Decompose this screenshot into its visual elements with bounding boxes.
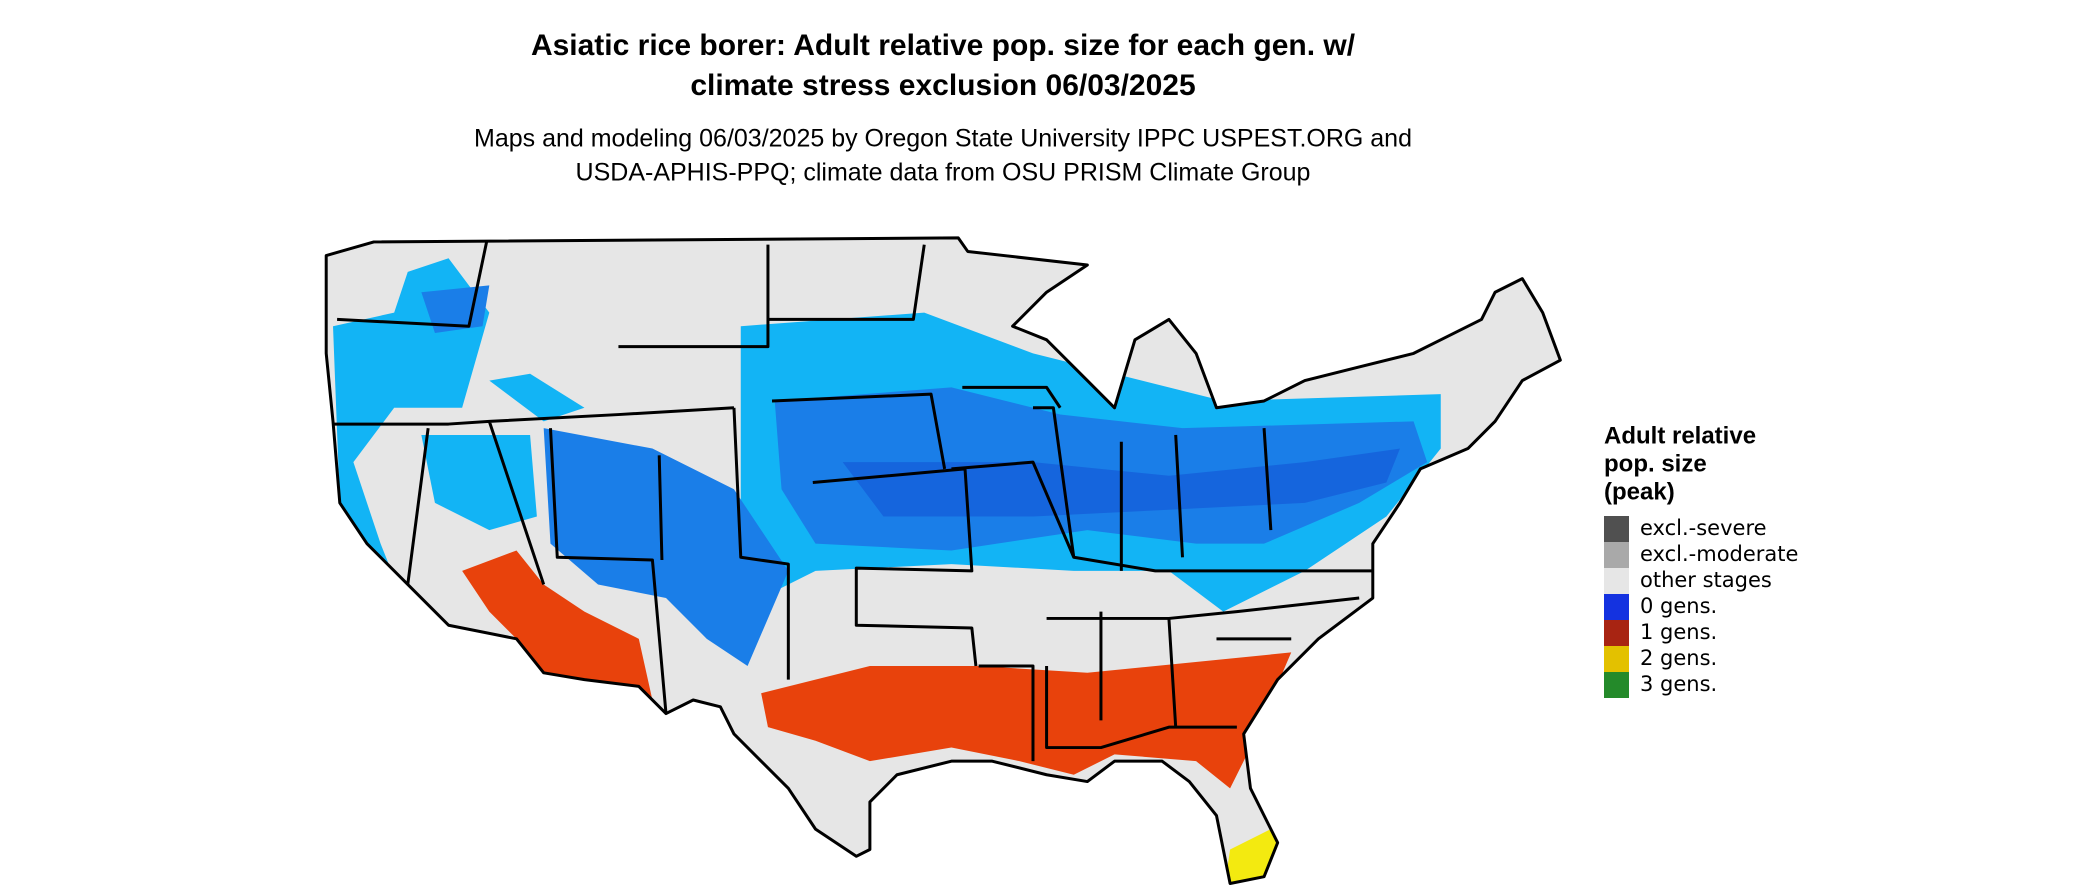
region-red (761, 652, 1292, 789)
subtitle: USDA-APHIS-PPQ; climate data from OSU PR… (576, 159, 1311, 187)
legend-label: 2 gens. (1640, 646, 1717, 670)
legend-title: (peak) (1604, 478, 1675, 505)
region-sw-red (462, 550, 653, 700)
map (324, 236, 1562, 885)
region-nv-blue (421, 434, 537, 531)
subtitle: Maps and modeling 06/03/2025 by Oregon S… (474, 125, 1412, 153)
legend-swatch (1604, 542, 1629, 568)
legend-swatch (1604, 516, 1629, 542)
region-id-blue (489, 373, 585, 422)
legend-swatch (1604, 594, 1629, 620)
title: climate stress exclusion 06/03/2025 (690, 69, 1195, 102)
region-west-blue (421, 285, 490, 334)
title: Asiatic rice borer: Adult relative pop. … (531, 29, 1356, 62)
legend-title: pop. size (1604, 450, 1707, 477)
region-west-blue (333, 258, 490, 626)
legend-label: 1 gens. (1640, 620, 1717, 644)
legend-title: Adult relative (1604, 422, 1756, 449)
legend-label: excl.-moderate (1640, 542, 1798, 566)
legend-label: 3 gens. (1640, 672, 1717, 696)
legend-swatch (1604, 620, 1629, 646)
legend-swatch (1604, 672, 1629, 698)
legend-label: 0 gens. (1640, 594, 1717, 618)
legend-label: excl.-severe (1640, 516, 1767, 540)
region-yellow (869, 829, 898, 870)
legend-swatch (1604, 568, 1629, 594)
state-borders (324, 236, 1562, 885)
legend-swatch (1604, 646, 1629, 672)
region-sw-blue (543, 428, 789, 667)
legend-label: other stages (1640, 568, 1772, 592)
